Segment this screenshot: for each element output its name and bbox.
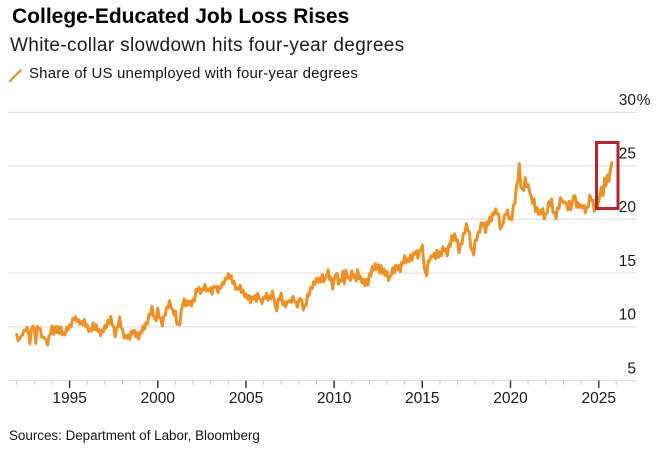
svg-text:2005: 2005 <box>229 390 263 407</box>
svg-text:2015: 2015 <box>405 390 439 407</box>
svg-text:5: 5 <box>627 360 636 377</box>
svg-text:2010: 2010 <box>317 390 352 407</box>
svg-text:2020: 2020 <box>493 390 528 407</box>
svg-text:30: 30 <box>619 92 637 109</box>
svg-text:%: % <box>637 92 651 109</box>
svg-text:1995: 1995 <box>52 390 86 407</box>
svg-text:25: 25 <box>619 146 636 163</box>
svg-text:2025: 2025 <box>581 390 615 407</box>
svg-text:15: 15 <box>619 253 636 270</box>
svg-text:20: 20 <box>619 199 637 216</box>
svg-text:2000: 2000 <box>141 390 176 407</box>
svg-text:10: 10 <box>619 307 637 324</box>
